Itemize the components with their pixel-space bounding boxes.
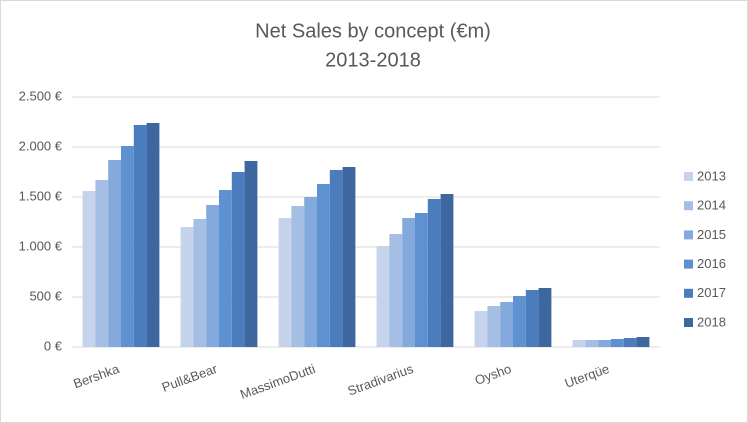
y-tick-label: 500 €: [29, 288, 62, 303]
bar: [291, 206, 305, 347]
bar: [82, 191, 96, 347]
bar: [146, 123, 160, 347]
bar: [513, 296, 526, 347]
legend-label: 2013: [697, 168, 726, 183]
bar: [304, 197, 317, 347]
bar: [538, 288, 552, 347]
bar: [415, 213, 428, 347]
bar: [376, 246, 390, 347]
bar: [108, 160, 121, 347]
chart-title: Net Sales by concept (€m): [255, 20, 491, 42]
bar: [487, 306, 501, 347]
bar: [180, 227, 194, 347]
bar: [440, 194, 454, 347]
bar: [500, 302, 513, 347]
bar: [329, 170, 343, 347]
bar: [623, 338, 637, 347]
bar: [278, 218, 292, 347]
y-tick-label: 1.000 €: [19, 238, 63, 253]
bar: [206, 205, 219, 347]
bar: [133, 125, 147, 347]
legend-swatch: [684, 230, 693, 240]
legend-swatch: [684, 288, 693, 298]
y-tick-label: 1.500 €: [19, 188, 63, 203]
y-tick-label: 2.500 €: [19, 88, 63, 103]
bar: [402, 218, 415, 347]
bar: [95, 180, 109, 347]
bar: [611, 339, 624, 347]
bar: [219, 190, 232, 347]
bar: [636, 337, 650, 347]
bar: [244, 161, 258, 347]
bar: [585, 340, 599, 347]
legend-label: 2018: [697, 314, 726, 329]
bar: [474, 311, 488, 347]
y-tick-label: 0 €: [44, 338, 63, 353]
legend-swatch: [684, 201, 693, 211]
bar: [389, 234, 403, 347]
legend-label: 2015: [697, 227, 726, 242]
bar: [572, 340, 586, 347]
bar: [525, 290, 539, 347]
legend-label: 2014: [697, 198, 726, 213]
legend-label: 2016: [697, 256, 726, 271]
legend-swatch: [684, 172, 693, 181]
legend-swatch: [684, 259, 693, 269]
bar: [121, 146, 134, 347]
chart-subtitle: 2013-2018: [325, 49, 421, 71]
bar: [231, 172, 245, 347]
bar: [317, 184, 330, 347]
bar: [598, 340, 611, 347]
bar: [193, 219, 207, 347]
legend-swatch: [684, 318, 693, 327]
bar: [427, 199, 441, 347]
y-tick-label: 2.000 €: [19, 138, 63, 153]
legend-label: 2017: [697, 285, 726, 300]
bar: [342, 167, 356, 347]
